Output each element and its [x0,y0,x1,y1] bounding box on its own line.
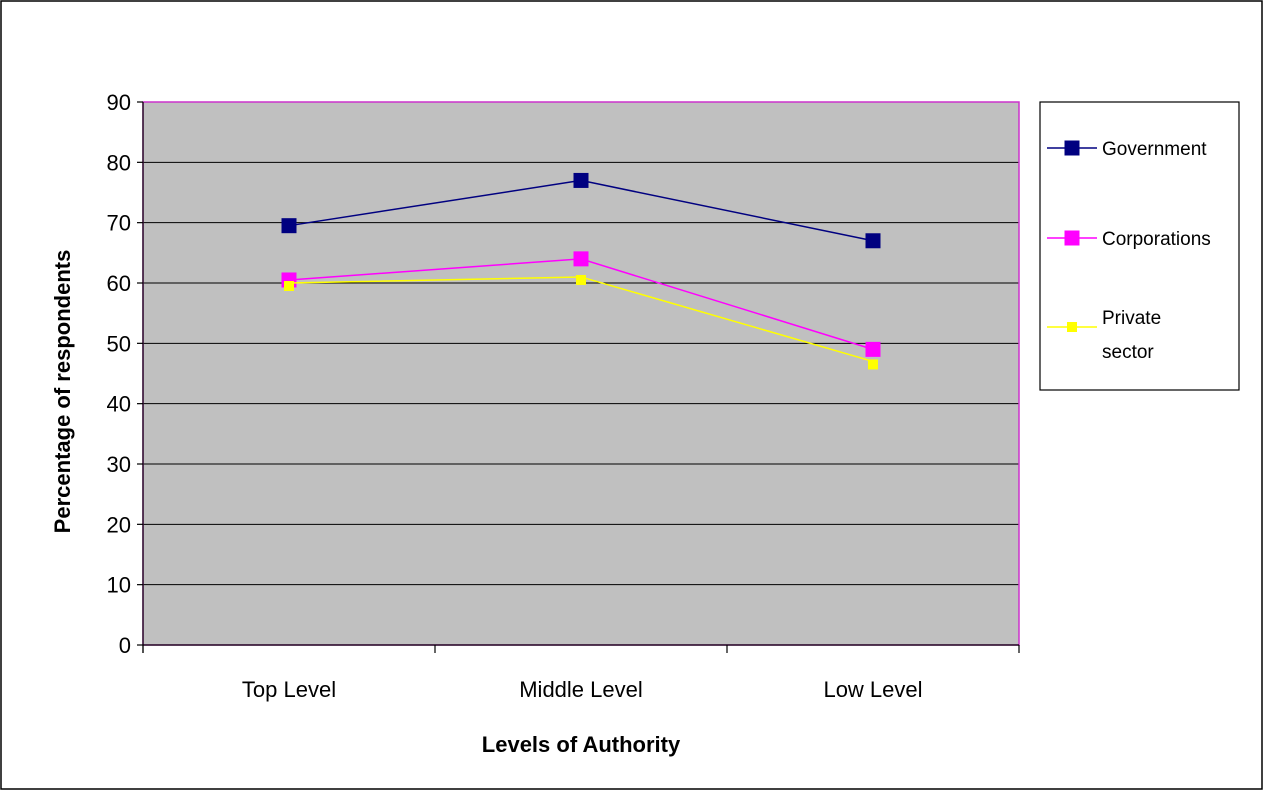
data-point [284,281,294,291]
plot-area [143,102,1019,645]
y-axis-title: Percentage of respondents [50,250,75,534]
y-tick-label: 90 [107,90,131,115]
data-point [865,233,881,249]
x-tick-label: Top Level [242,677,336,702]
data-point [281,218,297,234]
series-lines [281,172,881,370]
data-point [865,341,881,357]
data-point [868,359,878,370]
y-tick-label: 30 [107,452,131,477]
legend-marker [1064,140,1080,156]
y-tick-label: 20 [107,512,131,537]
legend-label: Corporations [1102,229,1211,250]
legend-entry: Corporations [1047,229,1211,250]
x-tick-labels: Top Level Middle Level Low Level [242,677,923,702]
series-government [281,172,881,249]
y-tick-label: 0 [119,633,131,658]
y-tick-label: 50 [107,331,131,356]
legend-marker [1064,230,1080,246]
series-private-sector [284,274,878,370]
y-tick-labels: 0 10 20 30 40 50 60 70 80 90 [107,90,131,658]
legend-entry: Private sector [1047,308,1161,363]
x-tick-label: Middle Level [519,677,643,702]
x-tick-label: Low Level [823,677,922,702]
y-tick-label: 10 [107,573,131,598]
y-tick-label: 60 [107,271,131,296]
series-corporations [281,251,881,357]
legend-label: Government [1102,139,1207,160]
y-tick-label: 40 [107,392,131,417]
data-point [576,274,586,285]
axes [137,101,1020,653]
legend-label: Private [1102,308,1161,329]
y-tick-label: 80 [107,150,131,175]
legend-label: sector [1102,342,1154,363]
y-tick-label: 70 [107,211,131,236]
data-point [573,251,589,267]
legend-entry: Government [1047,139,1207,160]
legend: Government Corporations Private sector [1039,101,1240,391]
data-point [573,172,589,188]
x-axis-title: Levels of Authority [482,732,681,757]
legend-marker [1067,322,1077,332]
